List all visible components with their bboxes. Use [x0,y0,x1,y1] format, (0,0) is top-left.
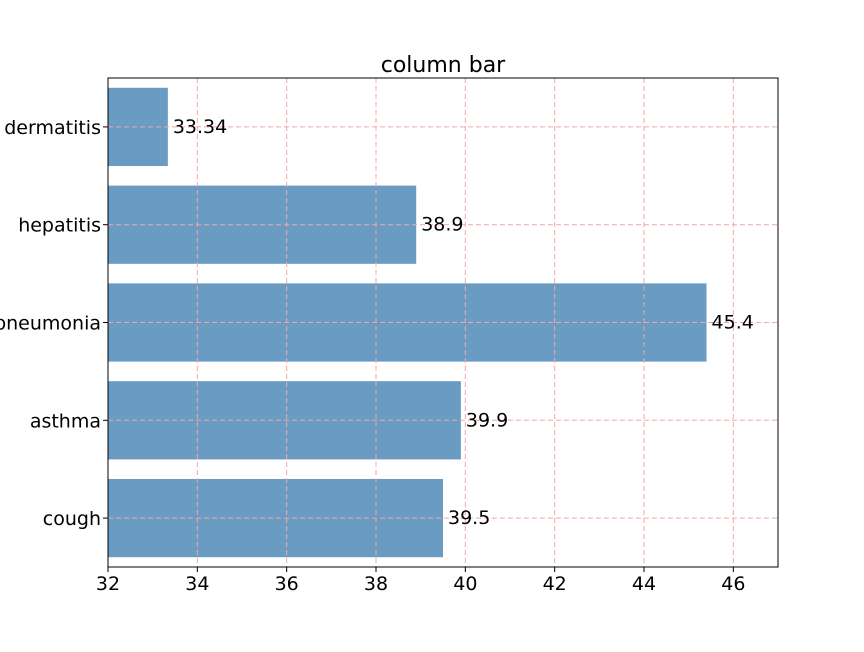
x-tick-label: 32 [96,573,120,595]
y-tick-label: asthma [30,410,101,432]
y-tick-label: pneumonia [0,313,101,335]
x-tick-label: 34 [185,573,209,595]
x-tick-label: 36 [275,573,299,595]
bar-cough [108,478,443,558]
x-tick-label: 38 [364,573,388,595]
data-label: 38.9 [421,214,463,236]
data-label: 33.34 [173,116,227,138]
y-tick-label: hepatitis [18,215,101,237]
data-labels: 39.5 39.9 45.4 38.9 33.34 [173,116,754,529]
y-tick-label: dermatitis [4,117,101,139]
x-tick-label: 40 [453,573,477,595]
x-axis: 32 34 36 38 40 42 44 46 [96,567,745,595]
x-tick-label: 44 [632,573,656,595]
y-tick-label: cough [43,508,101,530]
data-label: 39.5 [448,507,490,529]
x-tick-label: 46 [721,573,745,595]
y-axis: cough asthma pneumonia hepatitis dermatitis [0,117,108,530]
data-label: 45.4 [712,312,754,334]
x-tick-label: 42 [543,573,567,595]
chart-title: column bar [381,53,506,78]
data-label: 39.9 [466,409,508,431]
